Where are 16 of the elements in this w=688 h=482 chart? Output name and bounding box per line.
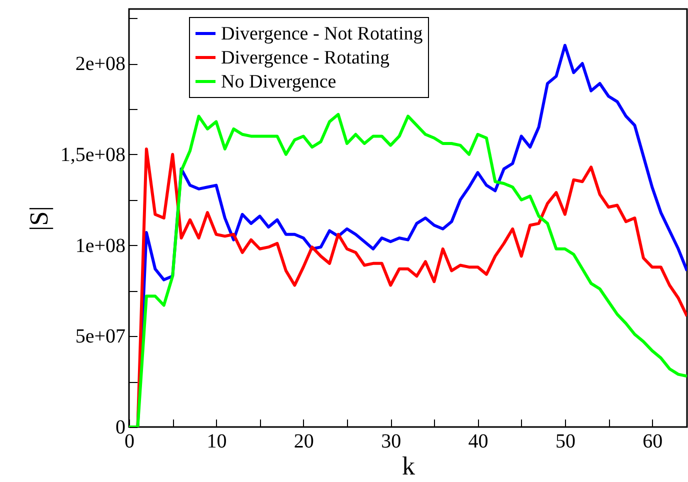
x-tick-label: 60 (642, 430, 663, 452)
x-tick-label: 10 (206, 430, 227, 452)
x-tick-label: 50 (555, 430, 576, 452)
x-tick-label: 20 (294, 430, 314, 452)
y-tick-label: 0 (116, 416, 126, 438)
x-tick-label: 30 (381, 430, 402, 452)
x-tick-label: 40 (468, 430, 488, 452)
y-tick-label: 1e+08 (75, 234, 126, 257)
legend-label: Divergence - Not Rotating (221, 24, 424, 44)
legend-label: Divergence - Rotating (221, 48, 390, 68)
y-tick-label: 5e+07 (75, 326, 126, 348)
y-axis-title: |S| (24, 206, 54, 231)
legend-label: No Divergence (221, 72, 336, 92)
y-tick-label: 1,5e+08 (60, 144, 126, 166)
x-axis-title: k (402, 452, 415, 480)
y-tick-label: 2e+08 (75, 53, 126, 76)
